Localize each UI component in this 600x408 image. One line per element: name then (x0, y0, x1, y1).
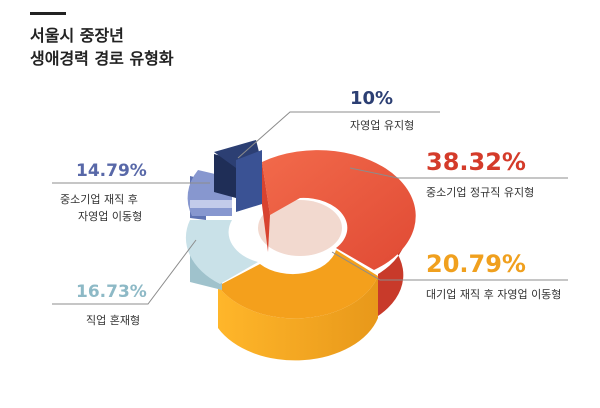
category-label-navy: 자영업 유지형 (350, 119, 414, 132)
title-accent-bar (30, 12, 66, 15)
value-label-orange: 20.79% (426, 250, 526, 278)
slice-side-orange (218, 276, 378, 361)
slice-stripe-mediumblue (190, 200, 232, 208)
slice-front-navy (236, 150, 262, 212)
chart-title-line-1: 서울시 중장년 (30, 26, 124, 45)
value-label-red: 38.32% (426, 148, 526, 176)
leader-line-orange (331, 251, 568, 281)
slice-cut-red (262, 162, 270, 252)
leader-line-navy (237, 111, 440, 159)
value-label-lightblue: 16.73% (76, 282, 147, 302)
leader-line-lightblue (52, 239, 197, 305)
slice-top-lightblue (185, 220, 258, 284)
category-label-mediumblue-line2: 자영업 이동형 (78, 210, 142, 223)
category-label-mediumblue-line1: 중소기업 재직 후 (60, 193, 138, 206)
leader-line-red (349, 167, 568, 179)
value-label-navy: 10% (350, 88, 393, 109)
slice-side-navy (214, 154, 236, 198)
chart-title-line-2: 생애경력 경로 유형화 (30, 49, 174, 68)
category-label-orange: 대기업 재직 후 자영업 이동형 (426, 288, 561, 301)
value-label-mediumblue: 14.79% (76, 161, 147, 181)
slice-top-orange (218, 250, 378, 319)
category-label-lightblue: 직업 혼재형 (86, 314, 140, 327)
donut-hole (258, 200, 342, 256)
chart-title: 서울시 중장년 생애경력 경로 유형화 (30, 24, 174, 70)
slice-top-red (262, 150, 416, 270)
category-label-red: 중소기업 정규직 유지형 (426, 186, 534, 199)
